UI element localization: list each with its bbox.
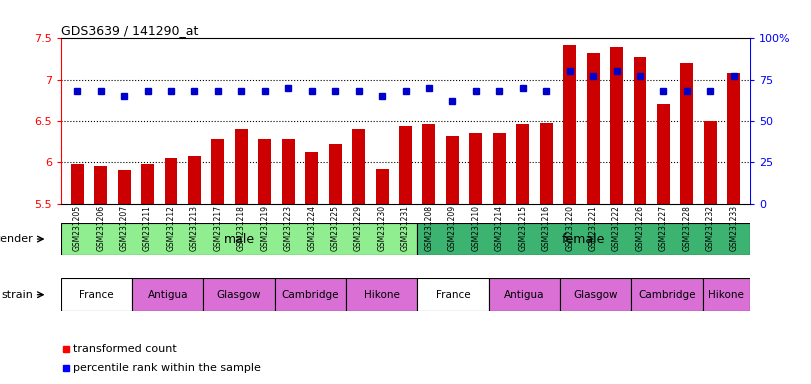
- Bar: [352, 129, 365, 204]
- Bar: [328, 144, 341, 204]
- Bar: [727, 73, 740, 204]
- Text: strain: strain: [2, 290, 33, 300]
- Bar: [132, 278, 204, 311]
- Bar: [305, 152, 318, 204]
- Text: France: France: [436, 290, 470, 300]
- Text: Hikone: Hikone: [709, 290, 744, 300]
- Bar: [489, 278, 560, 311]
- Bar: [375, 169, 388, 204]
- Bar: [517, 124, 530, 204]
- Text: Cambridge: Cambridge: [281, 290, 339, 300]
- Text: Glasgow: Glasgow: [573, 290, 618, 300]
- Bar: [212, 139, 225, 204]
- Bar: [275, 278, 346, 311]
- Text: male: male: [224, 233, 255, 245]
- Bar: [563, 45, 576, 204]
- Text: GDS3639 / 141290_at: GDS3639 / 141290_at: [61, 24, 198, 37]
- Bar: [680, 63, 693, 204]
- Text: female: female: [562, 233, 606, 245]
- Bar: [631, 278, 702, 311]
- Bar: [610, 46, 623, 204]
- Text: transformed count: transformed count: [73, 344, 177, 354]
- Bar: [493, 133, 506, 204]
- Bar: [118, 170, 131, 204]
- Text: percentile rank within the sample: percentile rank within the sample: [73, 363, 261, 373]
- Bar: [657, 104, 670, 204]
- Bar: [188, 156, 201, 204]
- Text: Cambridge: Cambridge: [638, 290, 696, 300]
- Text: Glasgow: Glasgow: [217, 290, 261, 300]
- Bar: [586, 53, 599, 204]
- Bar: [704, 121, 717, 204]
- Bar: [61, 278, 132, 311]
- Bar: [141, 164, 154, 204]
- Bar: [560, 278, 631, 311]
- Bar: [418, 223, 750, 255]
- Bar: [346, 278, 418, 311]
- Bar: [61, 223, 418, 255]
- Text: Antigua: Antigua: [504, 290, 545, 300]
- Bar: [259, 139, 271, 204]
- Bar: [204, 278, 275, 311]
- Bar: [281, 139, 294, 204]
- Text: France: France: [79, 290, 114, 300]
- Bar: [71, 164, 84, 204]
- Text: Antigua: Antigua: [148, 290, 188, 300]
- Bar: [235, 129, 248, 204]
- Text: gender: gender: [0, 234, 33, 244]
- Bar: [423, 124, 436, 204]
- Bar: [470, 133, 483, 204]
- Bar: [94, 166, 107, 204]
- Bar: [633, 56, 646, 204]
- Bar: [540, 123, 552, 204]
- Bar: [399, 126, 412, 204]
- Bar: [446, 136, 459, 204]
- Bar: [165, 158, 178, 204]
- Bar: [418, 278, 489, 311]
- Bar: [702, 278, 750, 311]
- Text: Hikone: Hikone: [364, 290, 400, 300]
